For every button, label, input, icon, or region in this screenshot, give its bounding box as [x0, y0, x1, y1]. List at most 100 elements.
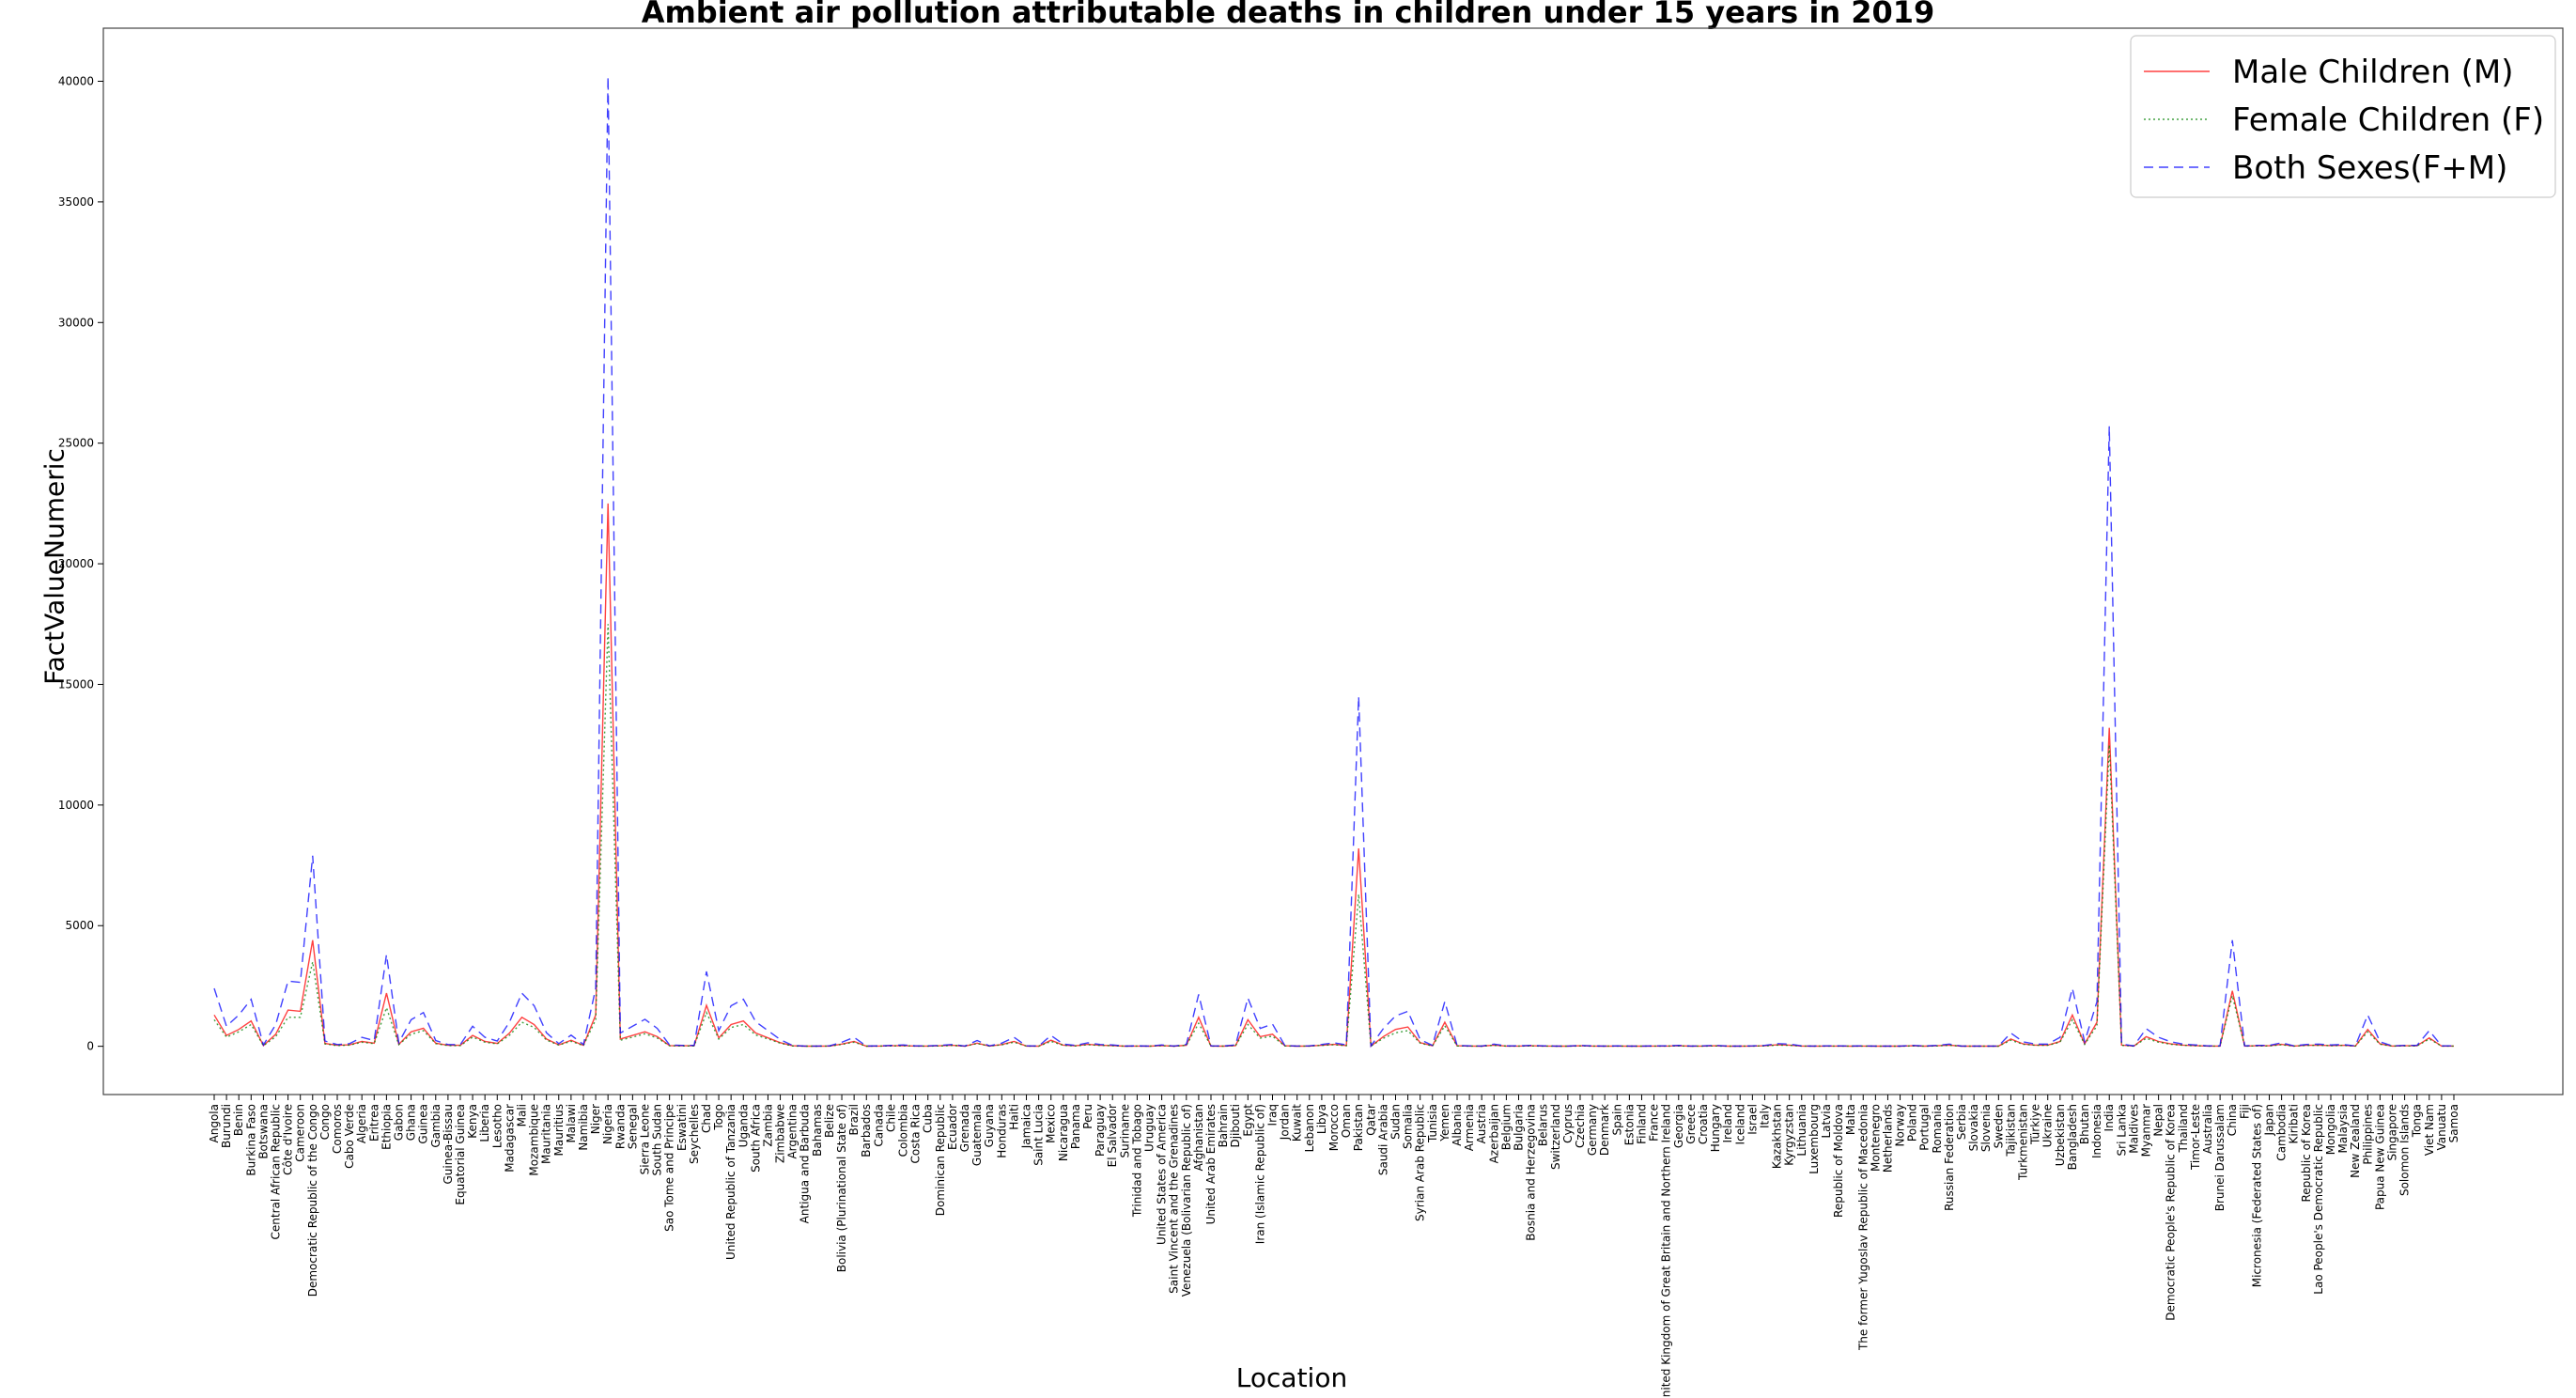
x-tick-label: Senegal	[626, 1104, 639, 1149]
x-tick-label: Burundi	[220, 1104, 233, 1148]
x-tick-label: Oman	[1340, 1104, 1353, 1138]
x-tick-label: Croatia	[1697, 1104, 1710, 1144]
x-tick-label: Tonga	[2411, 1104, 2424, 1138]
x-tick-label: Malawi	[565, 1104, 578, 1143]
x-tick-label: Austria	[1475, 1104, 1488, 1143]
x-tick-label: Bhutan	[2078, 1104, 2091, 1144]
legend-label: Female Children (F)	[2232, 101, 2544, 139]
x-tick-label: Botswana	[256, 1104, 270, 1159]
x-tick-label: Angola	[208, 1104, 221, 1142]
x-tick-label: Cyprus	[1561, 1104, 1575, 1143]
x-tick-label: Greece	[1684, 1104, 1698, 1144]
x-tick-label: Norway	[1894, 1104, 1907, 1147]
x-tick-label: Nigeria	[601, 1104, 614, 1144]
x-tick-label: Grenada	[958, 1104, 971, 1152]
x-tick-label: Lithuania	[1795, 1104, 1808, 1157]
x-tick-label: Lao People's Democratic Republic	[2312, 1104, 2325, 1295]
x-tick-label: Brazil	[847, 1104, 861, 1136]
x-tick-label: Belarus	[1537, 1104, 1550, 1146]
x-tick-label: Estonia	[1622, 1104, 1636, 1145]
x-tick-label: Tunisia	[1426, 1104, 1439, 1143]
x-tick-label: Belgium	[1499, 1104, 1513, 1150]
x-tick-label: United Kingdom of Great Britain and Nort…	[1660, 1104, 1673, 1398]
x-tick-label: Switzerland	[1549, 1104, 1562, 1170]
x-tick-label: Gabon	[392, 1104, 405, 1141]
x-tick-label: Czechia	[1574, 1104, 1587, 1148]
x-tick-label: Georgia	[1672, 1104, 1685, 1148]
legend: Male Children (M) Female Children (F) Both…	[2130, 35, 2556, 198]
series-line-female	[213, 624, 2454, 1048]
x-tick-label: Sao Tome and Principe	[663, 1104, 676, 1232]
x-tick-label: Netherlands	[1881, 1104, 1894, 1173]
x-tick-label: United Arab Emirates	[1204, 1104, 1218, 1224]
legend-box	[2130, 35, 2556, 198]
x-tick-label: Argentina	[786, 1104, 799, 1159]
x-tick-label: Mali	[515, 1104, 528, 1126]
x-tick-label: Mozambique	[528, 1104, 541, 1176]
x-tick-label: Saint Lucia	[1032, 1104, 1046, 1166]
x-tick-label: Guinea	[417, 1104, 430, 1144]
x-tick-label: Latvia	[1820, 1104, 1833, 1139]
x-tick-label: Malaysia	[2336, 1104, 2350, 1153]
y-tick-label: 35000	[58, 195, 94, 209]
x-tick-label: South Sudan	[651, 1104, 664, 1176]
x-tick-label: Iraq	[1266, 1104, 1280, 1126]
x-tick-label: Costa Rica	[909, 1104, 923, 1163]
y-axis: 0 5000 10000 15000 20000 25000 30000 35000 40000	[58, 74, 103, 1053]
x-tick-label: Djibouti	[1229, 1104, 1242, 1148]
x-tick-label: Serbia	[1955, 1104, 1968, 1140]
x-tick-label: Equatorial Guinea	[454, 1104, 467, 1205]
x-tick-label: Romania	[1931, 1104, 1944, 1153]
x-tick-label: Kenya	[466, 1104, 479, 1139]
x-tick-label: Slovenia	[1979, 1104, 1993, 1152]
x-tick-label: Guinea-Bissau	[442, 1104, 455, 1185]
x-tick-label: Somalia	[1402, 1104, 1415, 1149]
x-tick-label: Mexico	[1045, 1104, 1058, 1143]
x-tick-label: Yemen	[1438, 1104, 1451, 1142]
x-tick-label: China	[2226, 1104, 2239, 1136]
x-tick-label: Benin	[232, 1104, 245, 1136]
y-tick-label: 10000	[58, 799, 94, 812]
x-tick-label: Nicaragua	[1057, 1104, 1070, 1161]
x-tick-label: Armenia	[1463, 1104, 1476, 1151]
x-tick-label: Afghanistan	[1192, 1104, 1205, 1171]
x-tick-label: Zimbabwe	[774, 1104, 787, 1163]
x-tick-label: Sri Lanka	[2115, 1104, 2128, 1156]
chart-title: Ambient air pollution attributable death…	[641, 0, 1935, 30]
x-tick-label: The former Yugoslav Republic of Macedoni…	[1856, 1104, 1870, 1351]
x-tick-label: Micronesia (Federated States of)	[2250, 1104, 2263, 1287]
x-axis: Angola Burundi Benin Burkina Faso Botswana Ce…	[208, 1095, 2460, 1398]
y-tick-label: 30000	[58, 316, 94, 329]
x-tick-label: Bahamas	[811, 1104, 824, 1157]
x-tick-label: Finland	[1635, 1104, 1648, 1144]
x-tick-label: Eritrea	[367, 1104, 380, 1142]
x-tick-label: Ukraine	[2041, 1104, 2055, 1147]
x-tick-label: Republic of Korea	[2300, 1104, 2313, 1203]
x-tick-label: Libya	[1315, 1104, 1328, 1134]
x-tick-label: United Republic of Tanzania	[724, 1104, 737, 1260]
x-tick-label: Luxembourg	[1808, 1104, 1821, 1174]
x-tick-label: Italy	[1758, 1104, 1771, 1128]
x-tick-label: Ghana	[405, 1104, 418, 1141]
x-axis-label: Location	[1235, 1362, 1348, 1393]
x-tick-label: Albania	[1451, 1104, 1464, 1146]
x-tick-label: Bulgaria	[1512, 1104, 1525, 1151]
x-tick-label: Turkmenistan	[2017, 1104, 2030, 1181]
x-tick-label: Malta	[1844, 1104, 1857, 1135]
x-tick-label: Myanmar	[2140, 1104, 2153, 1157]
x-tick-label: Viet Nam	[2423, 1104, 2436, 1156]
y-tick-label: 25000	[58, 437, 94, 450]
x-tick-label: Niger	[589, 1104, 602, 1134]
x-tick-label: El Salvador	[1106, 1104, 1119, 1167]
x-tick-label: Bahrain	[1217, 1104, 1230, 1147]
x-tick-label: Mauritius	[552, 1104, 566, 1156]
x-tick-label: Uganda	[737, 1104, 750, 1147]
x-tick-label: Germany	[1586, 1104, 1599, 1156]
x-tick-label: Saint Vincent and the Grenadines	[1168, 1104, 1181, 1294]
x-tick-label: Mauritania	[540, 1104, 553, 1164]
x-tick-label: Timor-Leste	[2189, 1104, 2202, 1171]
x-tick-label: Democratic Republic of the Congo	[306, 1104, 319, 1297]
x-tick-label: New Zealand	[2349, 1104, 2362, 1178]
x-tick-label: Philippines	[2361, 1104, 2374, 1165]
x-tick-label: Bosnia and Herzegovina	[1525, 1104, 1538, 1241]
